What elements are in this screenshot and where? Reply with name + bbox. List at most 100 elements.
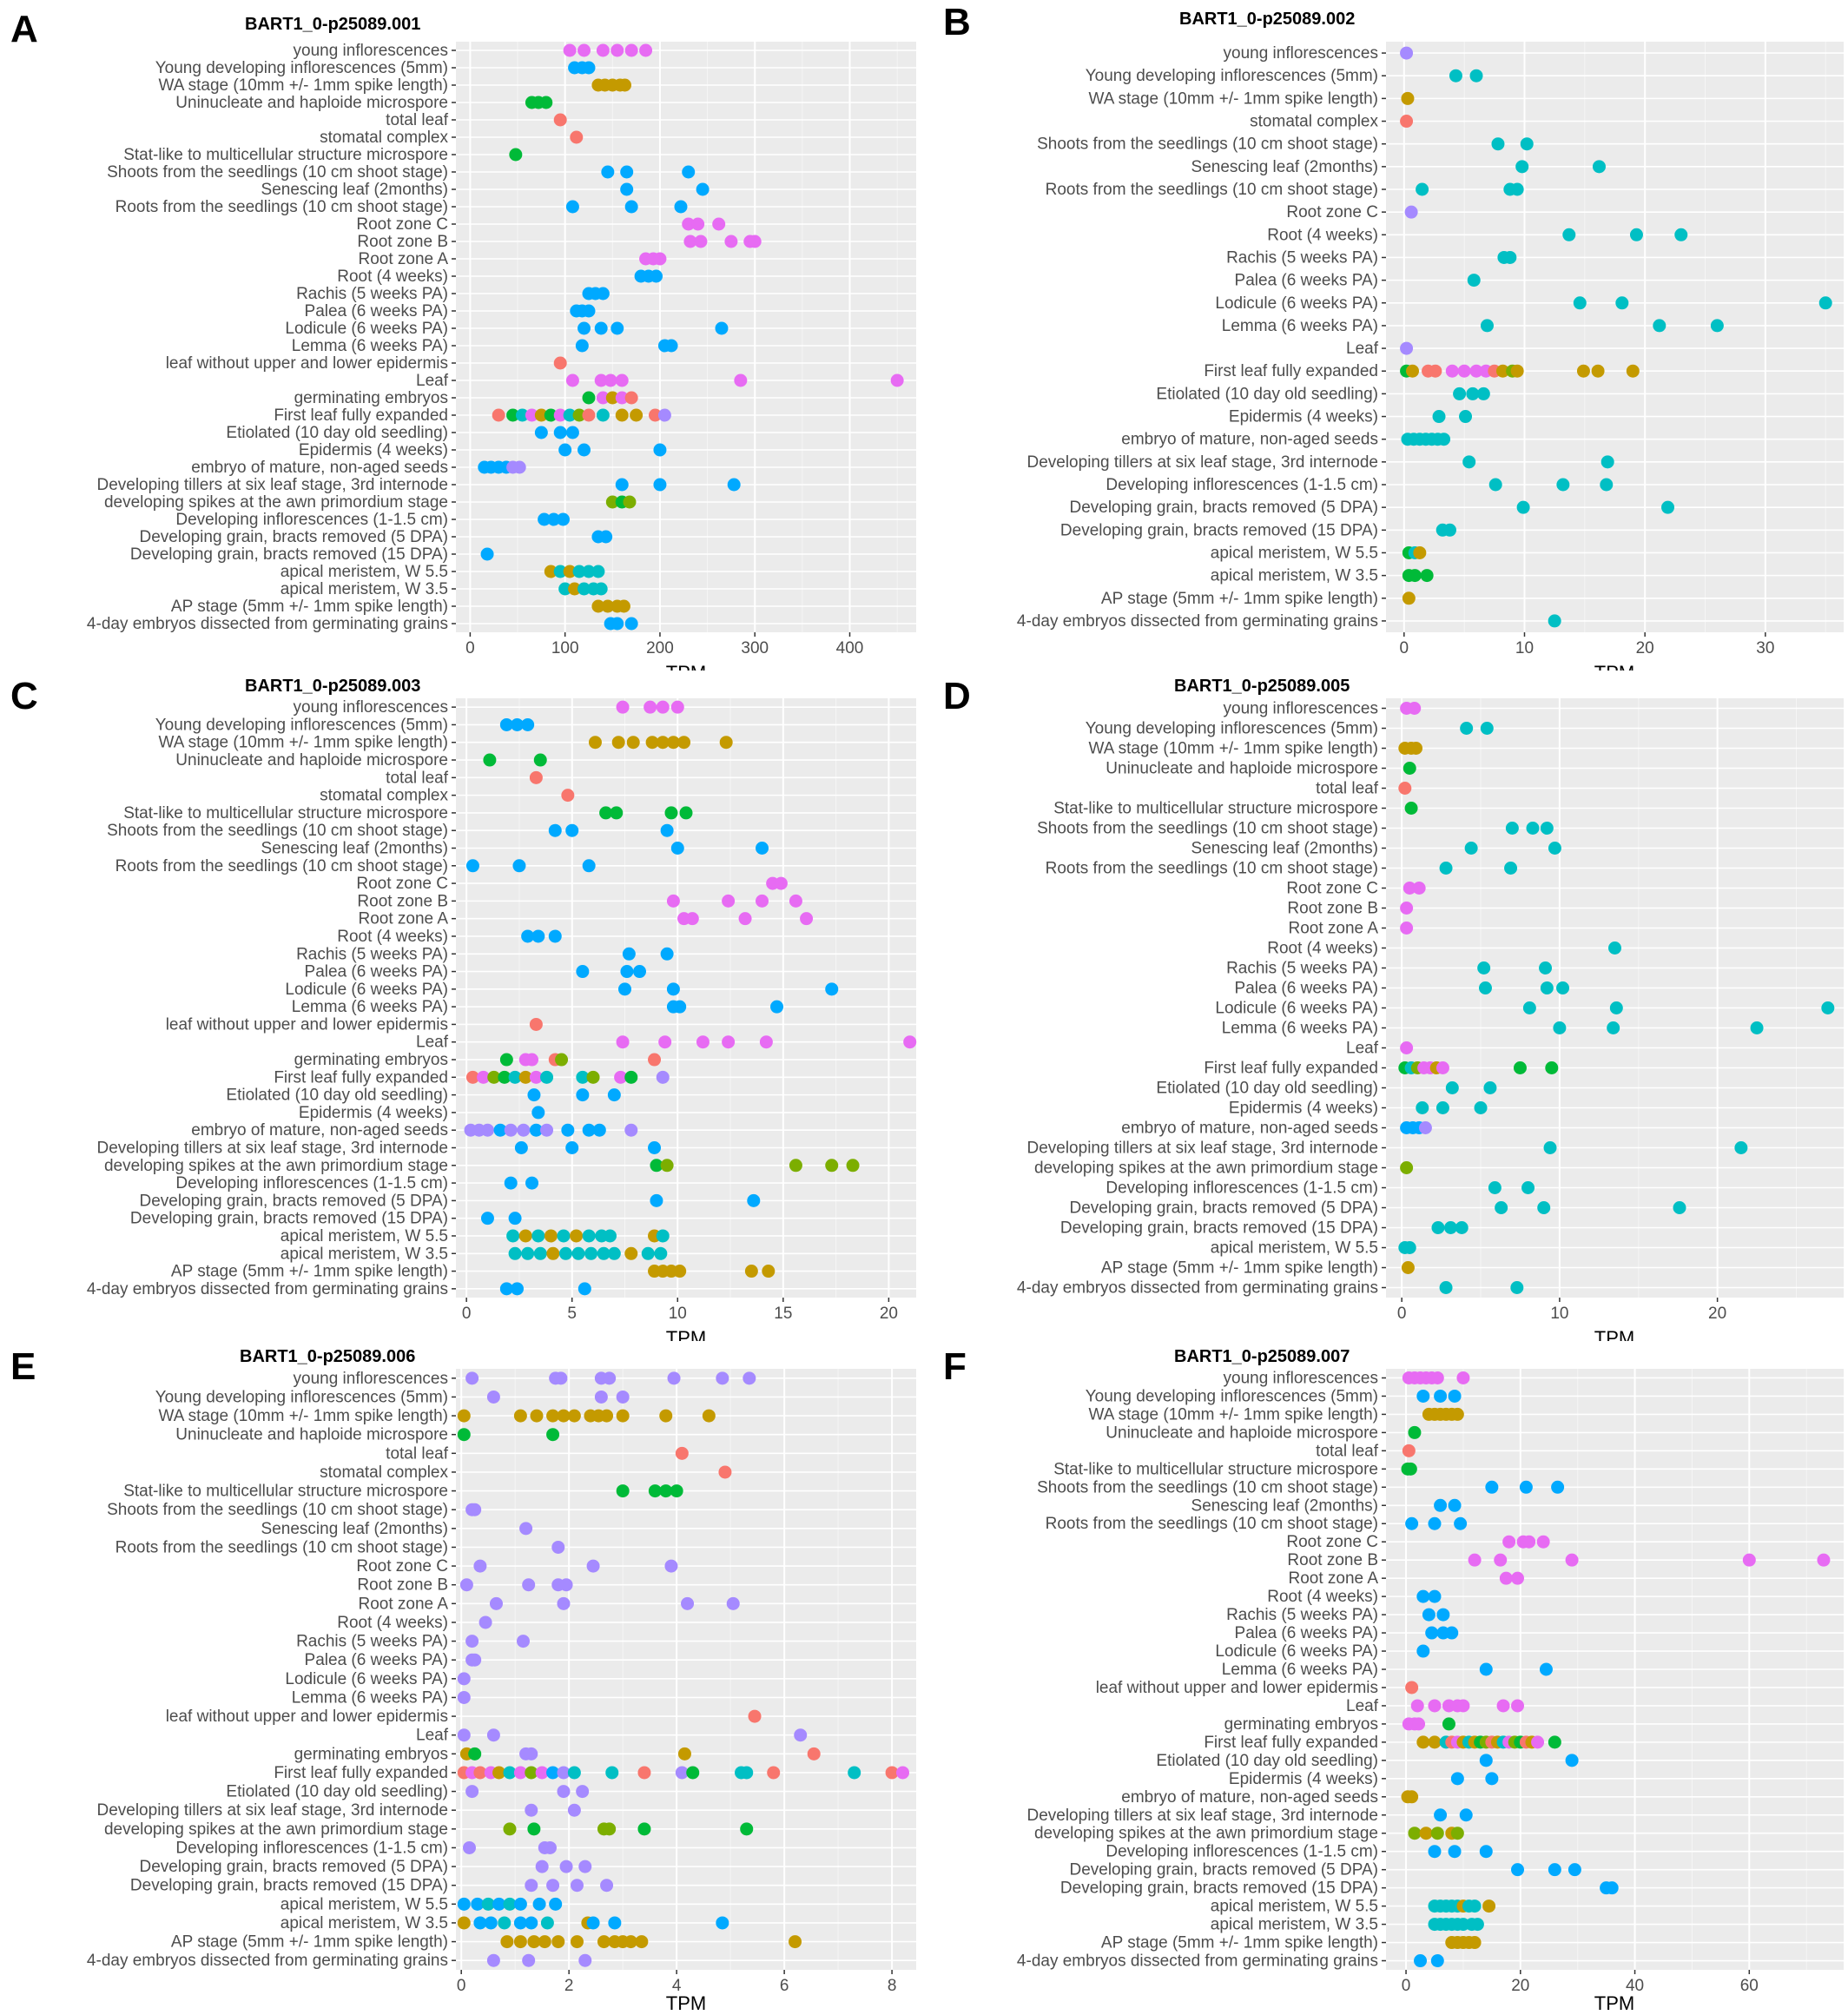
- data-point: [1428, 1516, 1442, 1530]
- data-point: [1416, 182, 1429, 196]
- data-point: [748, 1709, 762, 1723]
- x-tick-label: 20: [1511, 1977, 1529, 1995]
- data-point: [531, 929, 545, 943]
- data-point: [1543, 1141, 1557, 1154]
- category-label: WA stage (10mm +/- 1mm spike length): [1089, 89, 1379, 108]
- data-point: [800, 912, 814, 926]
- chart-svg-a: A BART1_0-p25089.001 0 100 200 300 400 young …: [10, 8, 916, 684]
- data-point: [1430, 1827, 1444, 1840]
- category-label: total leaf: [1316, 780, 1379, 798]
- category-label: Developing tillers at six leaf stage, 3r…: [96, 476, 448, 494]
- data-point: [1516, 500, 1530, 514]
- category-label: Root (4 weeks): [1267, 1588, 1378, 1606]
- x-tick-label: 4: [672, 1977, 682, 1995]
- data-point: [1466, 386, 1480, 400]
- data-point: [677, 736, 691, 750]
- data-point: [586, 1070, 600, 1084]
- data-point: [596, 43, 610, 57]
- chart-svg-e: E BART1_0-p25089.006 0 2 4 6 8 young inflores…: [10, 1345, 916, 2014]
- data-point: [465, 1070, 479, 1084]
- data-point: [1464, 842, 1478, 855]
- data-point: [504, 1123, 518, 1137]
- data-point: [659, 1484, 673, 1498]
- data-point: [1457, 364, 1471, 378]
- data-point: [1468, 1936, 1482, 1950]
- data-point: [486, 1390, 500, 1404]
- data-point: [1521, 1181, 1535, 1194]
- data-point: [603, 1229, 617, 1243]
- category-label: Lodicule (6 weeks PA): [1215, 294, 1378, 313]
- category-label: Developing inflorescences (1-1.5 cm): [1106, 1179, 1378, 1198]
- data-point: [529, 1017, 543, 1031]
- data-point: [582, 304, 596, 318]
- data-point: [659, 1409, 673, 1423]
- category-label: Epidermis (4 weeks): [299, 441, 448, 459]
- data-point: [1449, 69, 1462, 83]
- data-point: [1540, 822, 1554, 835]
- data-point: [578, 321, 591, 335]
- data-point: [618, 78, 632, 92]
- data-point: [546, 1879, 560, 1893]
- data-point: [656, 1070, 670, 1084]
- data-point: [546, 1766, 560, 1780]
- category-label: Etiolated (10 day old seedling): [226, 424, 448, 442]
- data-point: [610, 806, 624, 820]
- data-point: [508, 1246, 522, 1260]
- data-point: [597, 1246, 610, 1260]
- data-point: [1430, 1371, 1444, 1384]
- data-point: [512, 460, 526, 474]
- data-point: [1479, 1845, 1493, 1859]
- category-label: Lemma (6 weeks PA): [1222, 1661, 1378, 1679]
- data-point: [1522, 1535, 1536, 1549]
- data-point: [604, 373, 617, 387]
- category-label: Developing inflorescences (1-1.5 cm): [175, 1839, 448, 1857]
- data-point: [498, 1916, 512, 1930]
- data-point: [1437, 433, 1451, 446]
- category-label: Developing inflorescences (1-1.5 cm): [175, 1174, 448, 1192]
- category-label: Developing tillers at six leaf stage, 3r…: [1026, 453, 1378, 472]
- data-point: [712, 217, 726, 231]
- data-point: [481, 1897, 495, 1911]
- data-point: [635, 1935, 649, 1949]
- data-point: [486, 1728, 500, 1742]
- category-label: Young developing inflorescences (5mm): [1086, 67, 1378, 85]
- data-point: [525, 408, 538, 422]
- data-point: [1408, 702, 1422, 715]
- x-tick-label: 0: [462, 1305, 472, 1323]
- chart-title-c: BART1_0-p25089.003: [245, 677, 420, 696]
- data-point: [477, 1070, 491, 1084]
- data-point: [1520, 137, 1534, 151]
- data-point: [1548, 842, 1561, 855]
- category-label: Stat-like to multicellular structure mic…: [123, 146, 448, 164]
- data-point: [578, 582, 591, 596]
- data-point: [506, 408, 520, 422]
- category-label: First leaf fully expanded: [1204, 1060, 1378, 1078]
- category-label: Root zone B: [357, 1576, 448, 1595]
- data-point: [568, 582, 582, 596]
- category-label: Etiolated (10 day old seedling): [1156, 1080, 1378, 1098]
- category-label: Senescing leaf (2months): [261, 840, 448, 858]
- data-point: [1406, 364, 1420, 378]
- data-point: [616, 1390, 630, 1404]
- data-point: [499, 717, 513, 731]
- category-label: germinating embryos: [294, 1745, 448, 1763]
- data-point: [1513, 1061, 1527, 1074]
- data-point: [519, 1522, 533, 1536]
- data-point: [522, 1578, 536, 1592]
- data-point: [1553, 1021, 1567, 1034]
- data-point: [465, 1371, 479, 1385]
- x-tick-label: 6: [780, 1977, 789, 1995]
- data-point: [1817, 1553, 1831, 1567]
- category-label: Developing inflorescences (1-1.5 cm): [1106, 476, 1378, 494]
- x-axis-title-d: TPM: [1594, 1327, 1634, 1341]
- data-point: [1445, 1081, 1459, 1094]
- data-point: [1505, 822, 1519, 835]
- category-label: Lodicule (6 weeks PA): [1215, 1000, 1378, 1018]
- category-label: germinating embryos: [1224, 1715, 1378, 1734]
- data-point: [457, 1897, 471, 1911]
- data-point: [1428, 1699, 1442, 1713]
- data-point: [1609, 1001, 1623, 1014]
- data-point: [1591, 364, 1605, 378]
- data-point: [724, 235, 738, 248]
- data-point: [578, 1282, 591, 1296]
